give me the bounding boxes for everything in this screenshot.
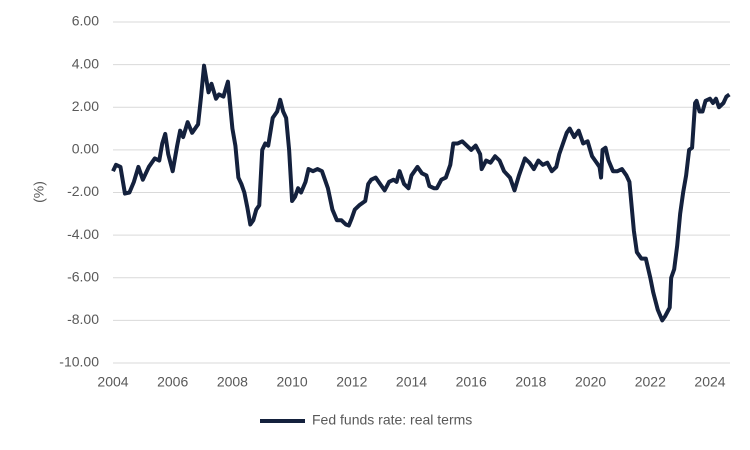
x-tick-label: 2020 [575, 374, 606, 390]
x-tick-label: 2006 [157, 374, 188, 390]
x-tick-label: 2018 [515, 374, 546, 390]
y-tick-label: 2.00 [72, 98, 99, 114]
y-tick-label: 4.00 [72, 55, 99, 71]
legend-label: Fed funds rate: real terms [312, 412, 472, 428]
x-tick-label: 2024 [694, 374, 725, 390]
x-tick-label: 2010 [277, 374, 308, 390]
y-axis-title: (%) [31, 181, 47, 203]
y-tick-label: -8.00 [67, 311, 99, 327]
y-tick-label: -10.00 [59, 354, 99, 370]
x-tick-label: 2004 [97, 374, 128, 390]
data-line [111, 63, 731, 323]
y-tick-label: -6.00 [67, 268, 99, 284]
x-tick-label: 2016 [456, 374, 487, 390]
x-tick-label: 2008 [217, 374, 248, 390]
y-tick-label: 6.00 [72, 13, 99, 29]
y-tick-label: -4.00 [67, 226, 99, 242]
x-tick-label: 2012 [336, 374, 367, 390]
x-tick-label: 2014 [396, 374, 427, 390]
x-tick-label: 2022 [635, 374, 666, 390]
y-tick-label: 0.00 [72, 141, 99, 157]
y-tick-label: -2.00 [67, 183, 99, 199]
